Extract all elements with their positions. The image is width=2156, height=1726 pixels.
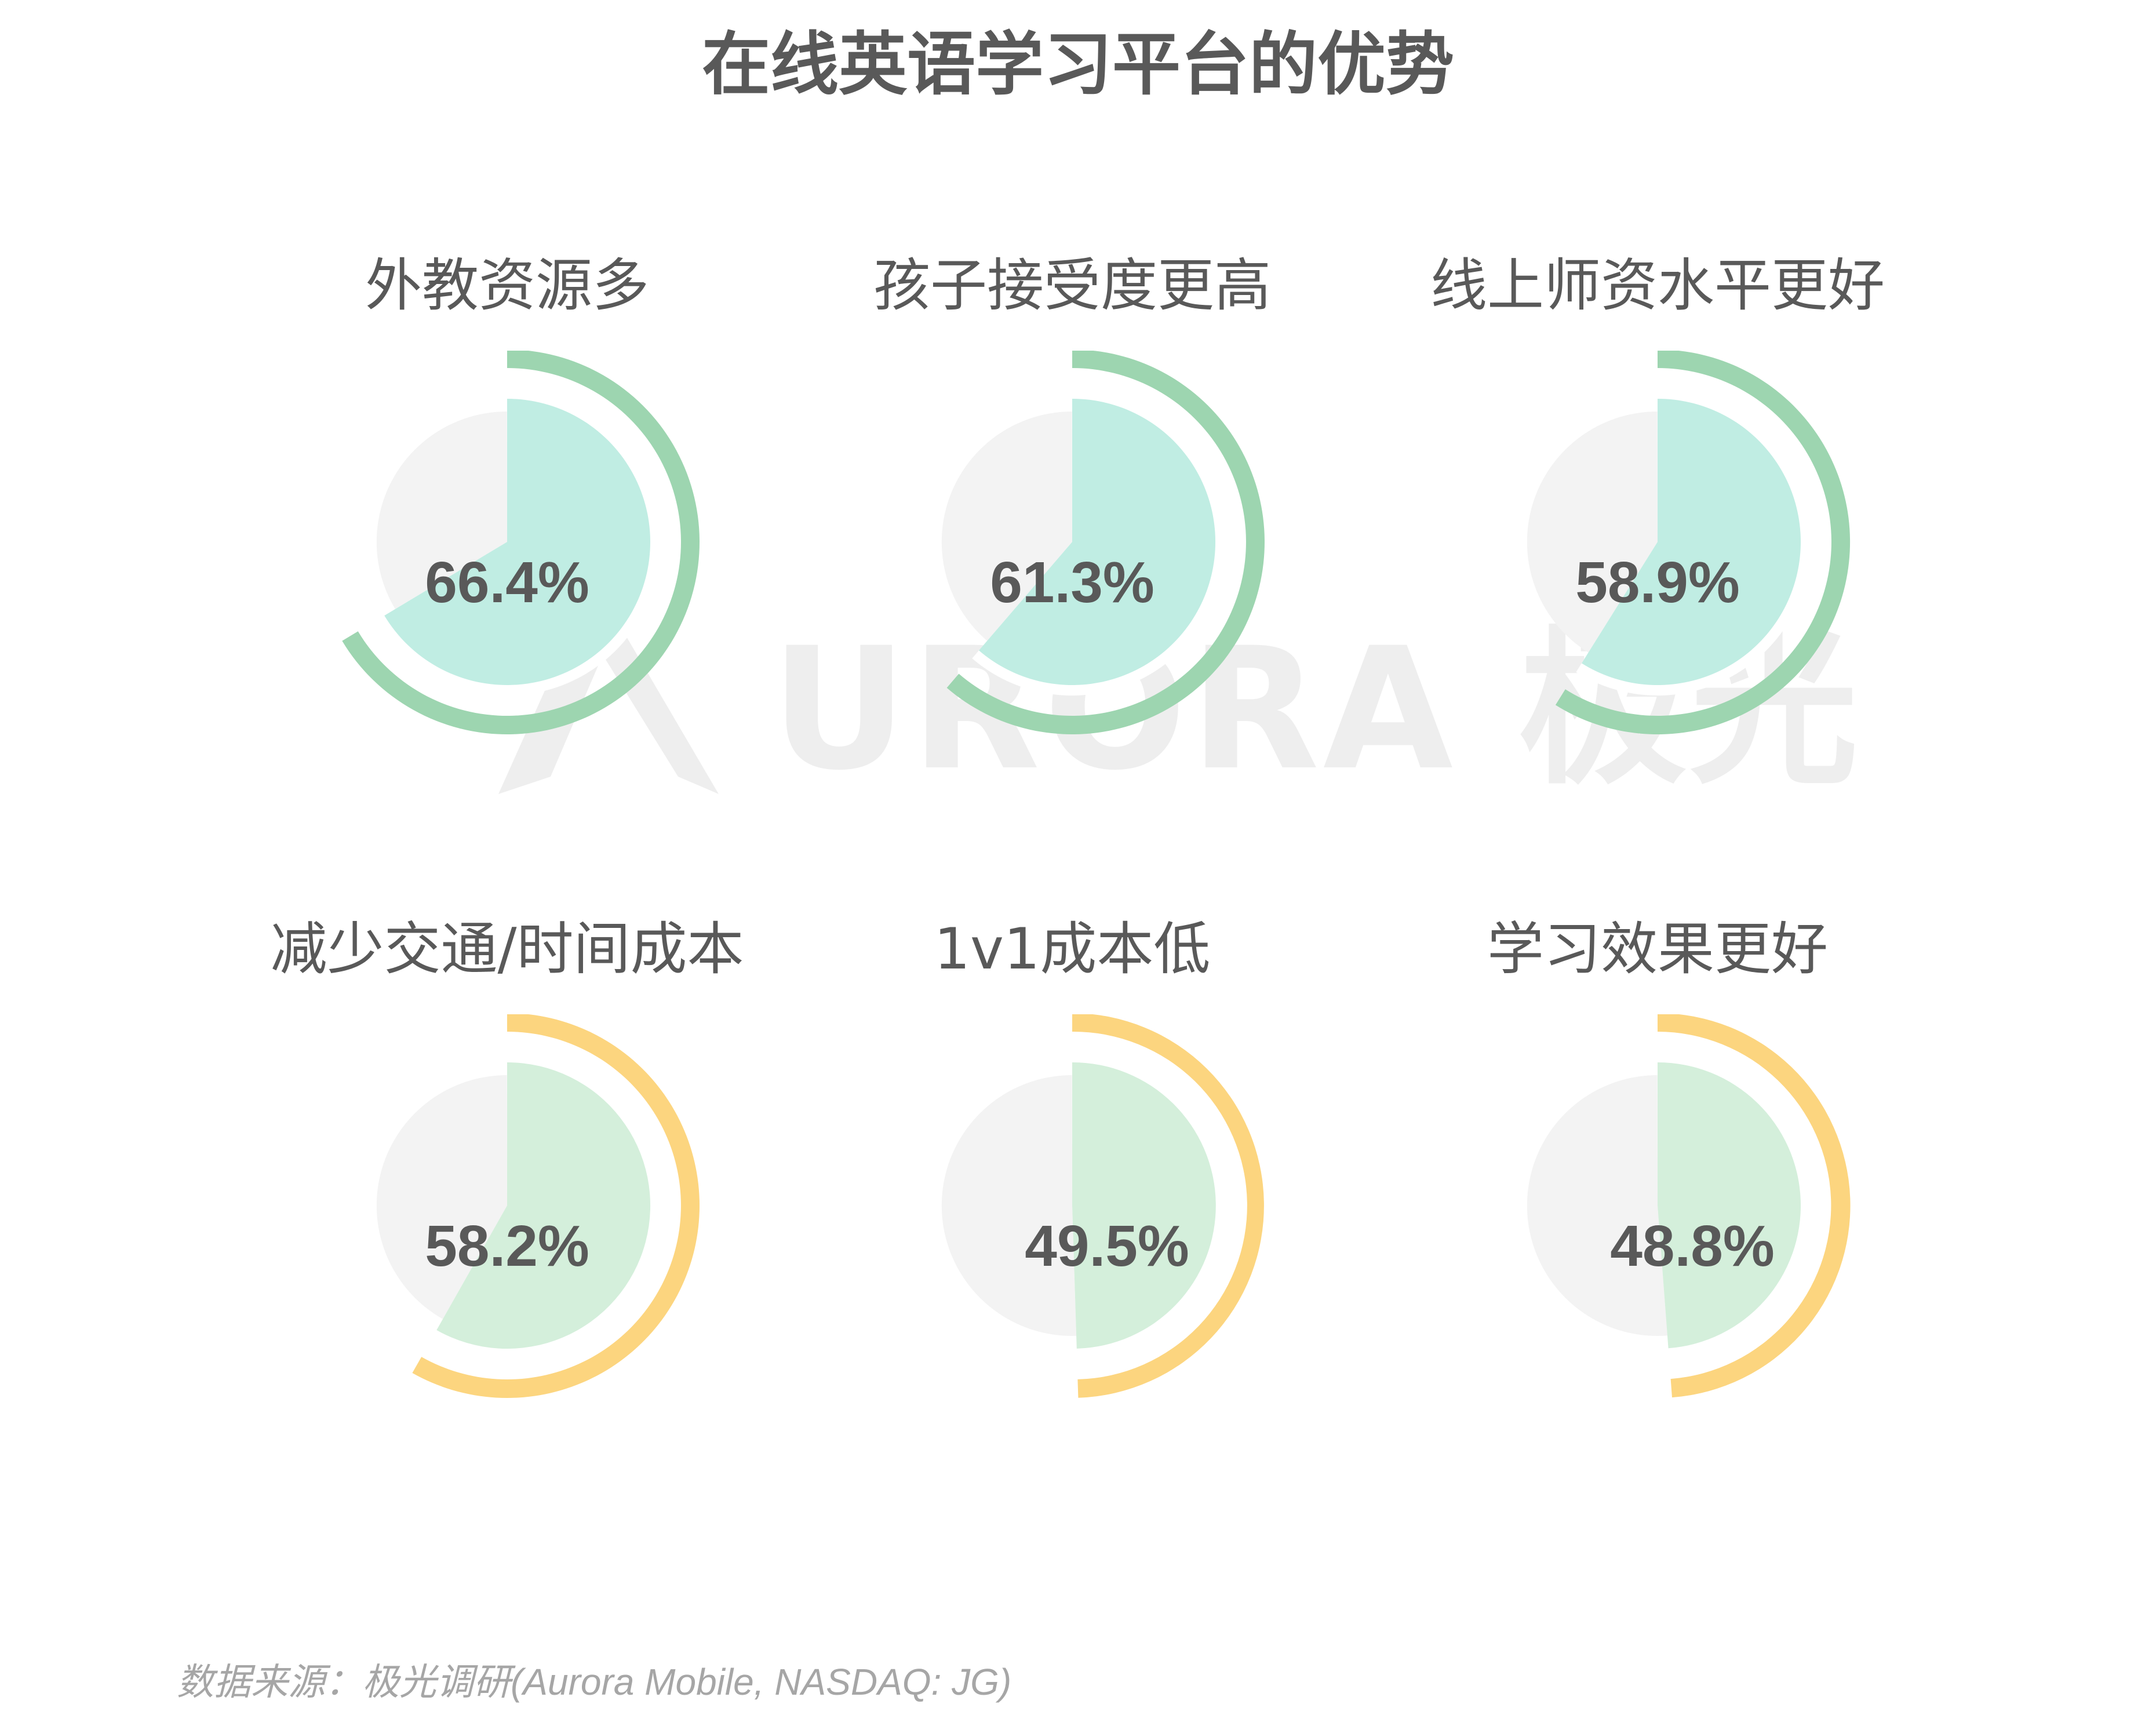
category-label: 学习效果更好	[1487, 916, 1828, 982]
chart-item: 1v1成本低 49.5%	[782, 916, 1362, 1524]
source-note: 数据来源：极光调研(Aurora Mobile, NASDAQ: JG)	[177, 1661, 1012, 1703]
value-sector	[979, 399, 1216, 685]
category-label: 线上师资水平更好	[1430, 253, 1885, 319]
donut-chart	[376, 1014, 700, 1398]
value-sector	[1582, 399, 1801, 685]
chart-item: 减少交通/时间成本 58.2%	[217, 916, 797, 1524]
value-label: 66.4%	[425, 550, 589, 615]
value-label: 61.3%	[990, 550, 1155, 615]
value-sector	[1658, 1062, 1801, 1349]
value-arc	[1658, 1014, 1851, 1398]
aurora-logo-icon	[498, 611, 719, 794]
chart-item: 孩子接受度更高 61.3%	[782, 252, 1362, 861]
donut-chart	[1527, 1014, 1851, 1398]
value-arc	[946, 351, 1265, 734]
value-sector	[436, 1062, 651, 1349]
value-label: 58.2%	[425, 1214, 589, 1279]
donut-chart	[941, 351, 1265, 734]
value-label: 48.8%	[1610, 1214, 1775, 1279]
value-label: 49.5%	[1025, 1214, 1189, 1279]
category-label: 孩子接受度更高	[873, 253, 1271, 319]
donut-chart	[342, 351, 700, 734]
chart-item: 学习效果更好 48.8%	[1368, 916, 1947, 1524]
category-label: 外教资源多	[365, 253, 649, 319]
donut-chart	[1527, 351, 1851, 734]
value-sector	[384, 399, 650, 685]
value-sector	[1072, 1062, 1216, 1349]
donut-chart	[941, 1014, 1264, 1398]
chart-item: 外教资源多 66.4%	[217, 252, 797, 861]
chart-item: 线上师资水平更好 58.9%	[1368, 252, 1947, 861]
category-label: 减少交通/时间成本	[270, 916, 744, 982]
value-label: 58.9%	[1575, 550, 1740, 615]
category-label: 1v1成本低	[934, 916, 1211, 982]
page-title: 在线英语学习平台的优势	[701, 24, 1454, 104]
